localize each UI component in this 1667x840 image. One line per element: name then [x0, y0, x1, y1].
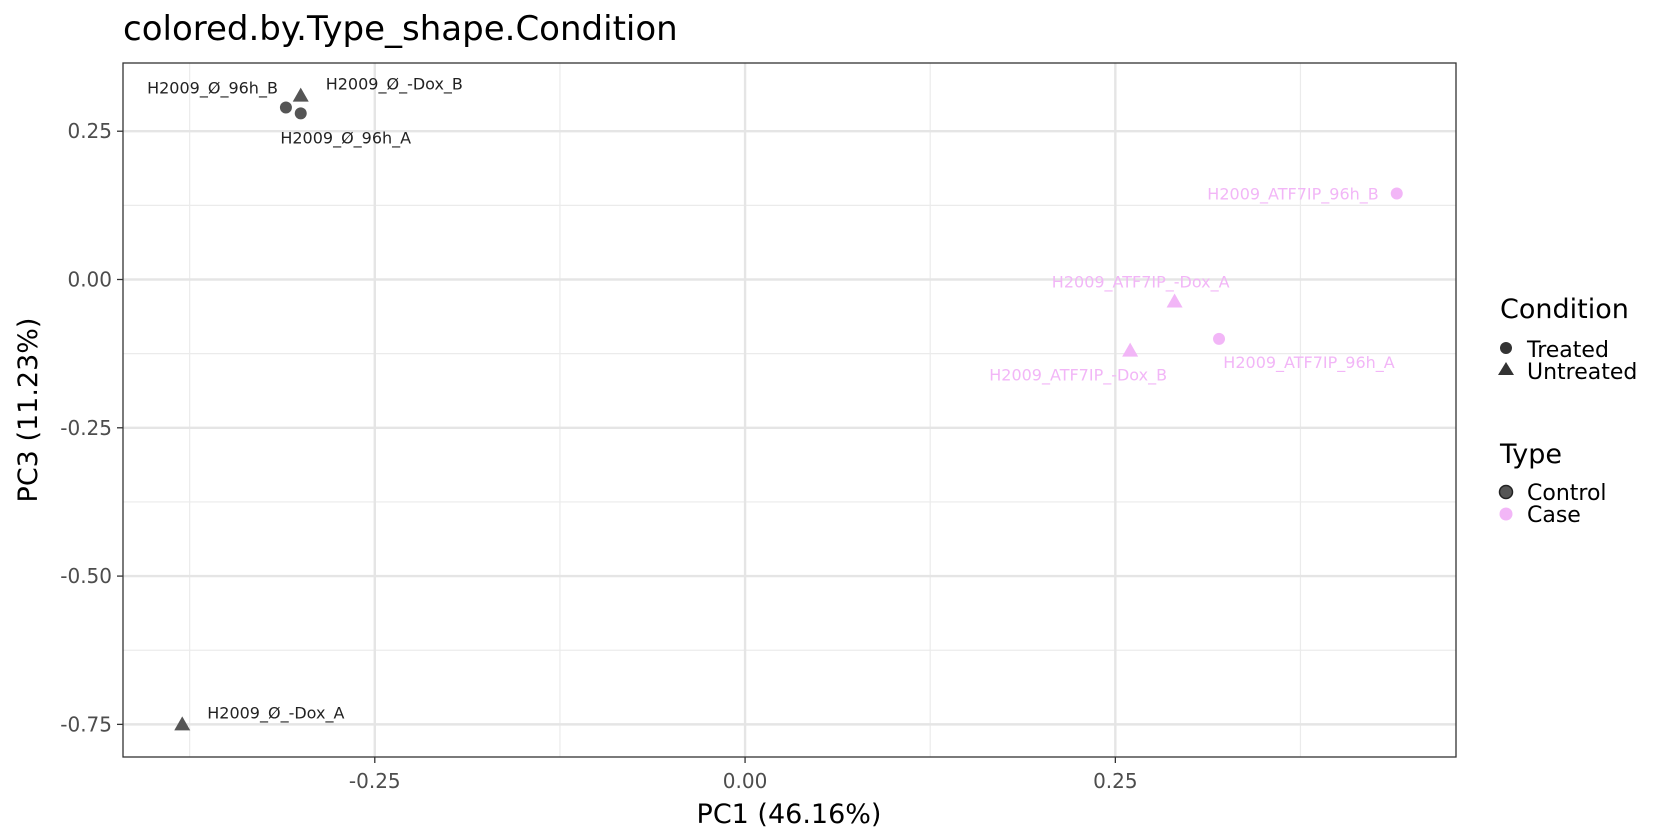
legend-case-key: [1499, 507, 1513, 521]
minor-gridlines: [123, 63, 1456, 757]
legend-type-title: Type: [1499, 439, 1562, 470]
legend-condition: Condition Treated Untreated: [1498, 294, 1637, 385]
y-axis-title: PC3 (11.23%): [13, 318, 44, 503]
point-label: H2009_ATF7IP_96h_B: [1207, 184, 1378, 204]
point-circle: [1390, 187, 1403, 200]
point-label: H2009_Ø_-Dox_B: [326, 75, 463, 95]
legend-circle-key: [1500, 342, 1512, 354]
legend-label-untreated: Untreated: [1527, 360, 1637, 385]
x-tick-label: -0.25: [349, 769, 401, 793]
point-labels: H2009_Ø_96h_B H2009_Ø_-Dox_B H2009_Ø_96h_A…: [147, 75, 1395, 724]
point-triangle: [1166, 293, 1183, 308]
legend-triangle-key: [1498, 362, 1514, 375]
legend: Condition Treated Untreated Type Control…: [1498, 294, 1637, 528]
x-tick-label: 0.00: [723, 769, 768, 793]
y-tick-label: -0.50: [60, 564, 112, 588]
y-tick-label: 0.25: [67, 119, 112, 143]
y-tick-label: -0.75: [60, 712, 112, 736]
point-label: H2009_Ø_96h_B: [147, 78, 278, 98]
legend-label-treated: Treated: [1526, 338, 1609, 363]
point-label: H2009_ATF7IP_96h_A: [1223, 353, 1394, 373]
legend-type: Type Control Case: [1498, 439, 1607, 528]
point-label: H2009_Ø_96h_A: [280, 128, 411, 148]
point-triangle: [174, 716, 191, 731]
point-circle: [279, 101, 292, 114]
x-axis-title: PC1 (46.16%): [697, 799, 882, 830]
point-circle: [1213, 332, 1226, 345]
chart-title: colored.by.Type_shape.Condition: [123, 9, 678, 49]
plot-border: [122, 62, 1457, 758]
x-tick-label: 0.25: [1093, 769, 1138, 793]
major-gridlines: [123, 63, 1456, 757]
plot-background: [123, 63, 1456, 757]
point-triangle: [292, 87, 309, 102]
point-label: H2009_ATF7IP_-Dox_B: [989, 366, 1167, 386]
y-axis: 0.25 0.00 -0.25 -0.50 -0.75: [60, 119, 123, 736]
point-triangle: [1122, 342, 1139, 357]
point-circle: [294, 107, 307, 120]
legend-label-case: Case: [1527, 503, 1581, 528]
legend-label-control: Control: [1527, 481, 1607, 506]
legend-control-key: [1498, 484, 1514, 500]
y-tick-label: -0.25: [60, 416, 112, 440]
legend-condition-title: Condition: [1500, 294, 1629, 325]
data-points: [174, 87, 1403, 731]
point-label: H2009_ATF7IP_-Dox_A: [1052, 272, 1230, 292]
x-axis: -0.25 0.00 0.25: [349, 757, 1138, 793]
y-tick-label: 0.00: [67, 268, 112, 292]
point-label: H2009_Ø_-Dox_A: [207, 703, 344, 723]
